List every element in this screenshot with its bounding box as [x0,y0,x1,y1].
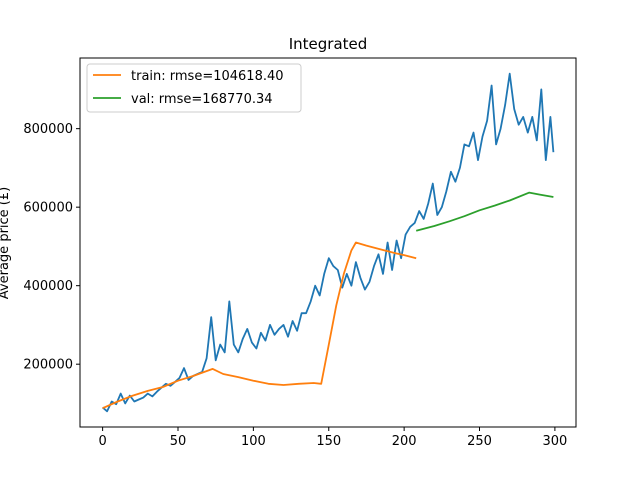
x-tick-label: 50 [170,434,187,449]
y-tick-label: 600000 [23,201,73,216]
series-line-actual [102,72,555,413]
y-ticks: 200000 400000 600000 800000 [23,122,80,373]
y-axis-label: Average price (£) [0,187,12,299]
series-line-train [102,241,417,410]
series-layer [102,72,555,413]
y-tick-label: 400000 [23,279,73,294]
y-tick-label: 200000 [23,358,73,373]
x-tick-label: 0 [98,434,106,449]
legend-label-val: val: rmse=168770.34 [131,92,273,107]
legend-label-train: train: rmse=104618.40 [131,69,284,84]
y-tick-label: 800000 [23,122,73,137]
legend-box [86,63,302,113]
x-tick-label: 300 [542,434,567,449]
x-ticks: 0 50 100 150 200 250 300 [98,427,567,449]
x-tick-label: 200 [392,434,417,449]
series-line-val [415,191,554,232]
legend: train: rmse=104618.40 val: rmse=168770.3… [86,63,302,113]
x-tick-label: 100 [241,434,266,449]
plot-area [79,57,577,428]
x-tick-label: 250 [467,434,492,449]
x-tick-label: 150 [316,434,341,449]
chart-title: Integrated [289,35,368,53]
